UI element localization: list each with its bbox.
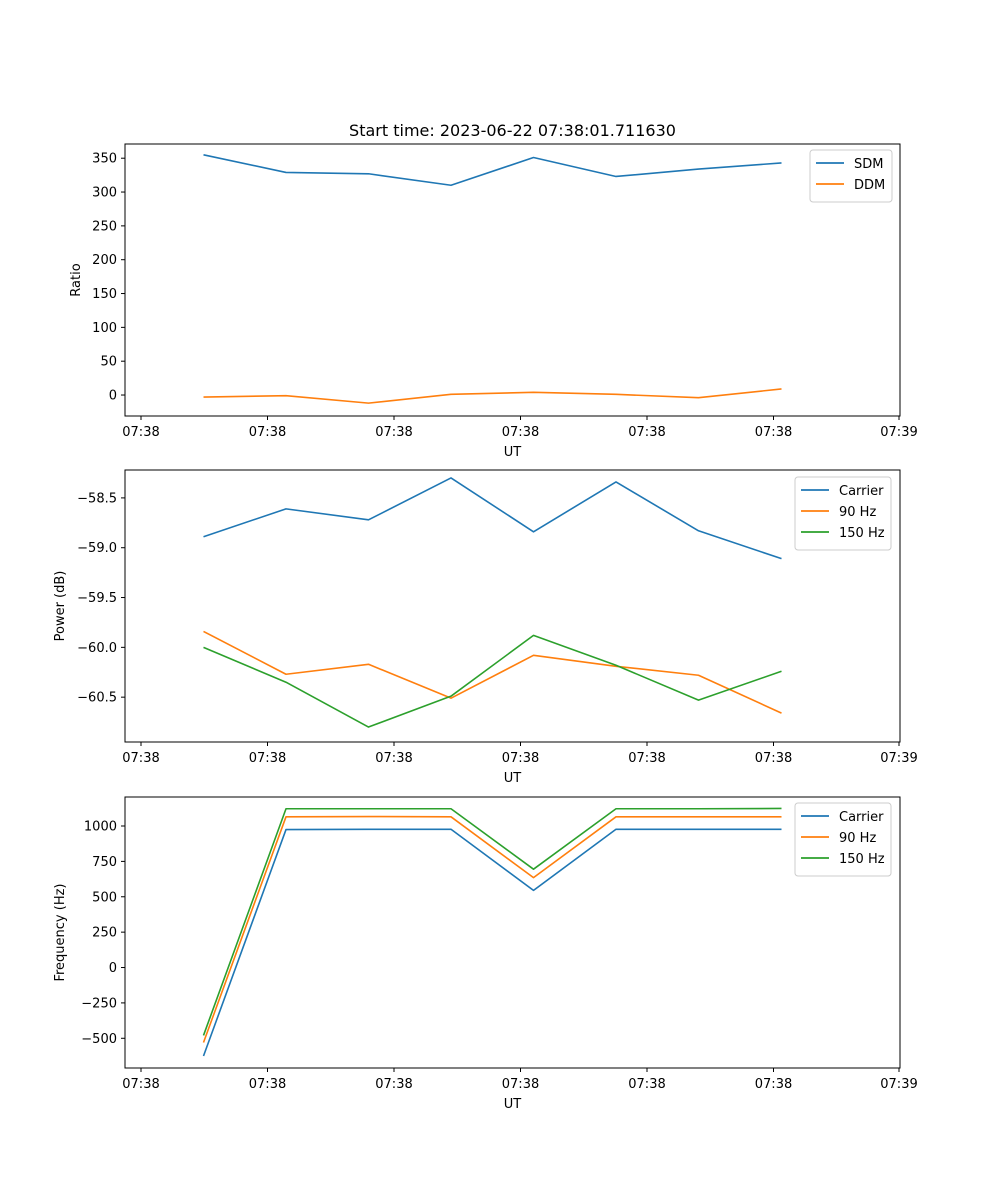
y-tick-label: 100	[92, 321, 117, 336]
x-tick-label: 07:38	[375, 425, 412, 440]
y-tick-label: 250	[92, 219, 117, 234]
x-tick-label: 07:38	[249, 1077, 286, 1092]
series-line-carrier	[202, 828, 782, 1057]
x-tick-label: 07:38	[755, 425, 792, 440]
legend-entry: 90 Hz	[839, 505, 876, 520]
legend-entry: 150 Hz	[839, 526, 885, 541]
x-tick-label: 07:39	[880, 1077, 917, 1092]
y-tick-label: 0	[109, 389, 117, 404]
legend-entry: SDM	[854, 157, 883, 172]
x-axis-label: UT	[504, 1097, 522, 1112]
series-line-90-hz	[203, 630, 782, 714]
legend-entry: 90 Hz	[839, 831, 876, 846]
y-axis-label: Ratio	[69, 263, 84, 296]
y-tick-label: 200	[92, 253, 117, 268]
x-axis-label: UT	[504, 445, 522, 460]
y-tick-label: 50	[100, 355, 117, 370]
y-tick-label: 150	[92, 287, 117, 302]
series-line-90-hz	[202, 815, 782, 1043]
series-line-150-hz	[202, 807, 782, 1036]
x-tick-label: 07:38	[755, 1077, 792, 1092]
y-tick-label: 0	[109, 961, 117, 976]
figure-title: Start time: 2023-06-22 07:38:01.711630	[349, 121, 676, 140]
axes-frame	[124, 469, 901, 743]
x-tick-label: 07:38	[122, 1077, 159, 1092]
x-tick-label: 07:38	[375, 1077, 412, 1092]
legend-entry: 150 Hz	[839, 852, 885, 867]
series-line-carrier	[203, 477, 782, 560]
y-tick-label: −60.0	[77, 641, 117, 656]
chart-panel-1: 07:38 07:38 07:38 07:38 07:38 07:38 07:39 UT 0 50…	[69, 143, 918, 460]
legend: SDM DDM	[809, 149, 893, 203]
y-tick-label: 250	[92, 926, 117, 941]
legend-entry: Carrier	[839, 810, 884, 825]
y-tick-label: −500	[81, 1032, 117, 1047]
y-tick-label: 350	[92, 152, 117, 167]
x-tick-label: 07:38	[502, 1077, 539, 1092]
x-tick-label: 07:38	[628, 425, 665, 440]
x-tick-label: 07:38	[249, 751, 286, 766]
x-tick-label: 07:38	[249, 425, 286, 440]
legend: Carrier 90 Hz 150 Hz	[794, 802, 892, 877]
x-tick-label: 07:38	[122, 425, 159, 440]
y-axis-label: Power (dB)	[53, 571, 68, 642]
x-tick-label: 07:38	[502, 751, 539, 766]
x-axis-label: UT	[504, 771, 522, 786]
legend: Carrier 90 Hz 150 Hz	[794, 476, 892, 551]
x-tick-label: 07:38	[122, 751, 159, 766]
x-tick-label: 07:39	[880, 751, 917, 766]
y-tick-label: 300	[92, 186, 117, 201]
axes-frame	[124, 143, 901, 417]
y-tick-label: −59.5	[77, 591, 117, 606]
y-tick-label: 750	[92, 855, 117, 870]
x-tick-label: 07:38	[502, 425, 539, 440]
y-axis-label: Frequency (Hz)	[53, 883, 68, 981]
x-tick-label: 07:38	[755, 751, 792, 766]
x-tick-label: 07:38	[628, 751, 665, 766]
y-tick-label: 500	[92, 890, 117, 905]
chart-panel-2: 07:38 07:38 07:38 07:38 07:38 07:38 07:39 UT −58…	[53, 469, 918, 786]
series-line-150-hz	[203, 634, 782, 728]
x-tick-label: 07:38	[628, 1077, 665, 1092]
x-tick-label: 07:38	[375, 751, 412, 766]
series-line-sdm	[203, 154, 782, 187]
legend-entry: Carrier	[839, 484, 884, 499]
y-tick-label: −59.0	[77, 541, 117, 556]
series-line-ddm	[203, 388, 782, 404]
y-tick-label: −60.5	[77, 691, 117, 706]
y-tick-label: −250	[81, 996, 117, 1011]
x-tick-label: 07:39	[880, 425, 917, 440]
legend-entry: DDM	[854, 178, 885, 193]
y-tick-label: −58.5	[77, 491, 117, 506]
chart-panel-3: 07:38 07:38 07:38 07:38 07:38 07:38 07:39 UT 100…	[53, 796, 918, 1112]
y-tick-label: 1000	[84, 820, 117, 835]
